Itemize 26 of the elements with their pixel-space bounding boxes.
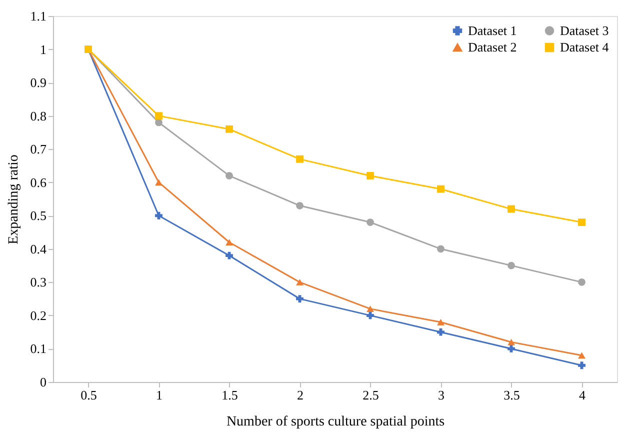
y-axis-title: Expanding ratio (6, 154, 22, 244)
y-tick-label: 0.7 (30, 142, 47, 157)
x-axis-title: Number of sports culture spatial points (226, 414, 445, 430)
y-tick-label: 0.6 (30, 174, 47, 190)
legend-label: Dataset 4 (560, 40, 610, 54)
x-tick-label: 3.5 (504, 388, 520, 402)
y-tick-label: 0.9 (30, 75, 46, 90)
y-tick-label: 0.1 (30, 341, 46, 356)
y-tick-label: 0.2 (30, 308, 46, 323)
legend-label: Dataset 1 (468, 22, 517, 38)
x-tick-label: 4 (579, 388, 586, 402)
x-tick-label: 3 (438, 388, 444, 402)
x-tick-label: 1 (156, 388, 162, 402)
y-tick-label: 0 (40, 374, 46, 390)
y-tick-label: 0.8 (30, 108, 46, 124)
legend-label: Dataset 3 (560, 22, 609, 38)
x-tick-label: 2 (297, 388, 304, 402)
x-tick-label: 2.5 (362, 388, 379, 402)
y-tick-label: 0.4 (30, 241, 47, 256)
y-tick-label: 1 (40, 42, 46, 57)
x-tick-label: 0.5 (80, 388, 97, 402)
y-tick-label: 0.3 (30, 274, 46, 290)
y-tick-label: 0.5 (30, 208, 46, 224)
x-tick-label: 1.5 (222, 388, 238, 402)
y-tick-label: 1.1 (30, 8, 46, 24)
legend-label: Dataset 2 (468, 40, 517, 54)
